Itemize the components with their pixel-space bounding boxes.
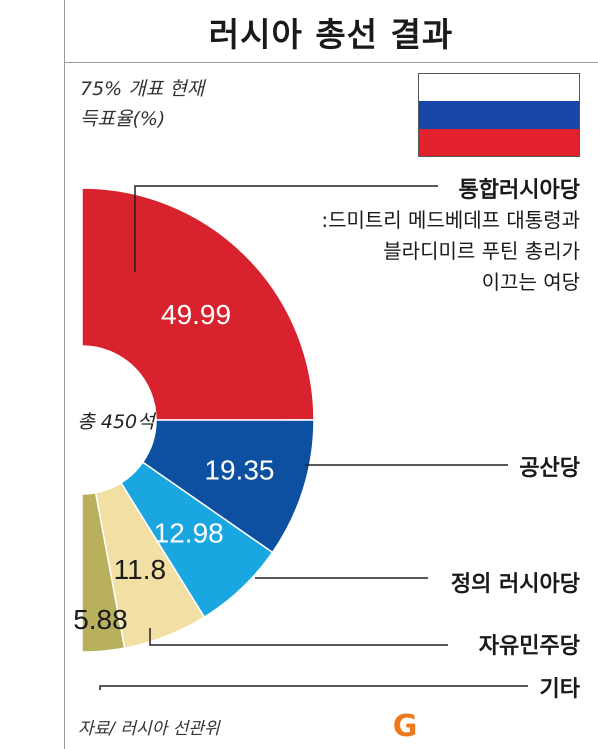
note-line-2: 블라디미르 푸틴 총리가 xyxy=(383,239,580,263)
value-label-united-russia: 49.99 xyxy=(161,299,231,330)
flag-stripe-blue xyxy=(419,101,579,129)
chart-value-labels: 49.99 19.35 12.98 11.8 5.88 xyxy=(73,299,274,635)
svg-text:G: G xyxy=(393,709,418,743)
legend-label-just-russia: 정의 러시아당 xyxy=(450,572,580,597)
slice-communist xyxy=(141,419,315,554)
flag-stripe-white xyxy=(419,74,579,102)
value-label-others: 5.88 xyxy=(73,604,128,635)
note-line-3: 이끄는 여당 xyxy=(481,270,580,294)
leader-line-united-russia xyxy=(134,185,438,272)
value-label-communist: 19.35 xyxy=(204,454,274,485)
legend-label-liberal-democratic: 자유민주당 xyxy=(478,634,580,659)
page-title: 러시아 총선 결과 xyxy=(208,15,454,54)
chart-slices xyxy=(81,187,315,653)
source-credit: 자료/ 러시아 선관위 xyxy=(78,719,220,739)
leader-line-liberal-democratic xyxy=(149,628,448,646)
publisher-logo-icon: G xyxy=(393,709,418,743)
slice-united-russia xyxy=(81,187,315,421)
subtitle-unit: 득표율(%) xyxy=(80,108,166,130)
russia-flag-icon xyxy=(418,73,580,157)
center-seat-label: 총 450석 xyxy=(77,411,157,433)
figure-frame xyxy=(64,0,598,749)
subtitle-count-status: 75% 개표 현재 xyxy=(80,78,205,100)
value-label-liberal-democratic: 11.8 xyxy=(114,554,166,585)
chart-leader-lines xyxy=(99,185,528,690)
legend-label-communist: 공산당 xyxy=(519,456,580,481)
note-line-1: :드미트리 메드베데프 대통령과 xyxy=(321,208,580,232)
legend-label-others: 기타 xyxy=(539,677,580,702)
leader-line-others xyxy=(99,685,528,690)
flag-stripe-red xyxy=(419,128,579,156)
slice-others xyxy=(81,491,126,653)
value-label-just-russia: 12.98 xyxy=(154,517,224,548)
legend-label-united-russia: 통합러시아당 xyxy=(458,178,580,203)
title-divider xyxy=(64,62,598,63)
